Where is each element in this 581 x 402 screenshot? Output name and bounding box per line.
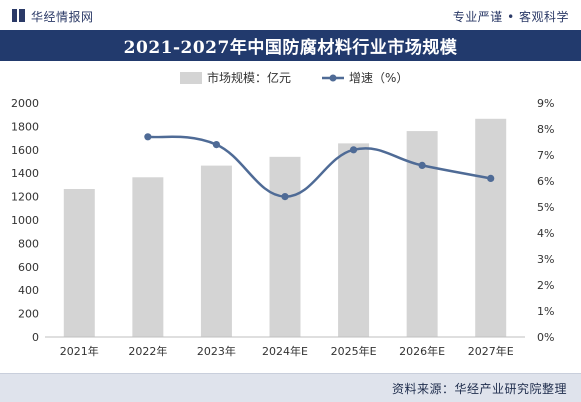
line-point xyxy=(349,146,358,154)
y-left-tick-label: 400 xyxy=(18,284,39,297)
bar xyxy=(63,188,95,337)
line-point xyxy=(212,141,221,149)
brand-logo-icon xyxy=(12,9,25,22)
legend-bar-label: 市场规模：亿元 xyxy=(207,70,291,85)
bar xyxy=(475,118,507,337)
y-left-tick-label: 600 xyxy=(18,261,39,274)
x-tick-label: 2022年 xyxy=(128,344,167,358)
x-tick-label: 2023年 xyxy=(197,344,236,358)
bars xyxy=(63,118,507,337)
brand-name: 华经情报网 xyxy=(31,10,94,24)
x-tick-label: 2025年E xyxy=(331,344,377,358)
axes: 0 200 400 600 800 1000 1200 1400 1600 1800 2000 0% 1… xyxy=(11,97,554,358)
x-tick-label: 2021年 xyxy=(60,344,99,358)
bar xyxy=(132,177,164,337)
y-left-tick-label: 1200 xyxy=(11,191,39,204)
y-left-tick-label: 2000 xyxy=(11,97,39,110)
chart-area: 市场规模：亿元 增速（%） 0 200 400 600 800 1000 1200 1400 16… xyxy=(11,70,554,358)
y-right-tick-label: 4% xyxy=(537,227,554,240)
y-right-tick-label: 7% xyxy=(537,149,554,162)
x-tick-label: 2024年E xyxy=(262,344,308,358)
y-right-tick-label: 2% xyxy=(537,279,554,292)
legend-line-marker xyxy=(329,74,337,82)
y-right-tick-label: 9% xyxy=(537,97,554,110)
bar xyxy=(338,143,370,337)
y-left-tick-label: 1800 xyxy=(11,120,39,133)
chart-title: 2021-2027年中国防腐材料行业市场规模 xyxy=(123,38,458,58)
y-right-tick-label: 0% xyxy=(537,331,554,344)
y-right-tick-label: 5% xyxy=(537,201,554,214)
line-point xyxy=(144,133,152,141)
y-right-tick-label: 8% xyxy=(537,123,554,136)
y-right-tick-label: 6% xyxy=(537,175,554,188)
y-left-tick-label: 800 xyxy=(18,237,39,250)
line-point xyxy=(281,193,289,201)
y-left-tick-label: 200 xyxy=(18,308,39,321)
legend: 市场规模：亿元 增速（%） xyxy=(180,70,408,85)
legend-line-label: 增速（%） xyxy=(349,71,408,85)
line-point xyxy=(487,174,495,182)
growth-line xyxy=(144,133,495,201)
y-left-tick-label: 0 xyxy=(32,331,39,344)
line-point xyxy=(418,161,426,169)
y-right-tick-label: 1% xyxy=(537,305,554,318)
bar xyxy=(200,165,232,337)
brand-motto: 专业严谨 • 客观科学 xyxy=(452,10,569,24)
x-tick-label: 2027年E xyxy=(468,344,514,358)
y-left-tick-label: 1400 xyxy=(11,167,39,180)
source-note: 资料来源：华经产业研究院整理 xyxy=(391,382,567,396)
y-left-tick-label: 1600 xyxy=(11,144,39,157)
y-left-tick-label: 1000 xyxy=(11,214,39,227)
bar xyxy=(269,156,301,337)
title-bar: 2021-2027年中国防腐材料行业市场规模 xyxy=(0,30,581,61)
x-tick-label: 2026年E xyxy=(399,344,445,358)
growth-line-path xyxy=(147,135,491,198)
y-right-tick-label: 3% xyxy=(537,253,554,266)
footer-bar: 资料来源：华经产业研究院整理 xyxy=(0,373,581,402)
top-bar: 华经情报网 专业严谨 • 客观科学 xyxy=(0,0,581,30)
legend-bar-swatch xyxy=(180,72,202,84)
